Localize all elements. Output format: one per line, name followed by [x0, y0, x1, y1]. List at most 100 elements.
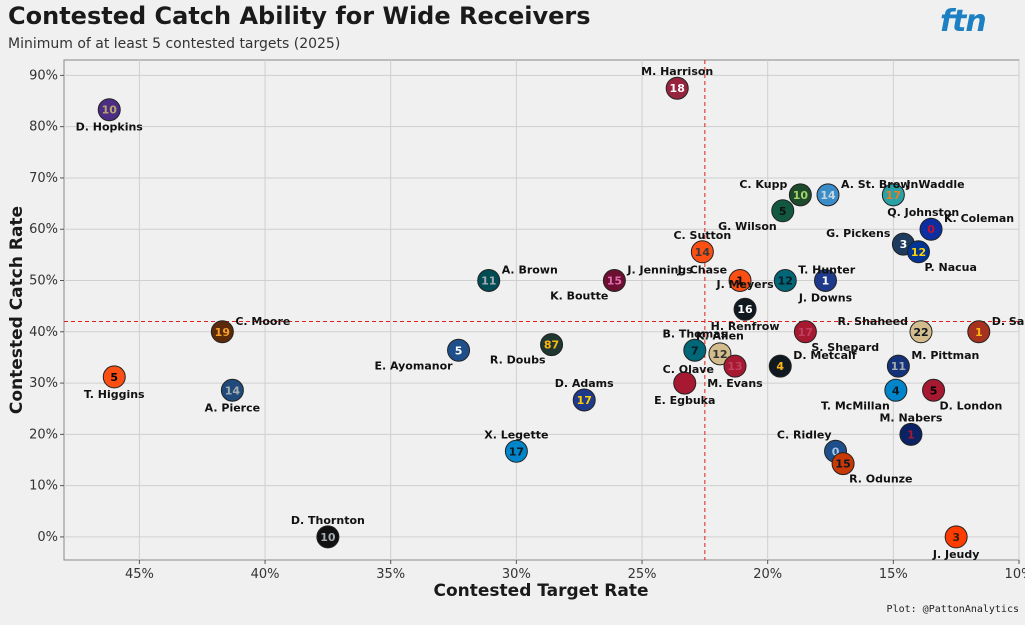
- data-point[interactable]: [540, 333, 564, 357]
- data-point[interactable]: [831, 452, 855, 476]
- data-point[interactable]: [665, 76, 689, 100]
- player-label: S. Shepard: [811, 341, 879, 354]
- player-label: M. Harrison: [641, 65, 713, 78]
- data-point[interactable]: [504, 439, 528, 463]
- player-label: M. Evans: [707, 377, 763, 390]
- data-point[interactable]: [708, 342, 732, 366]
- x-tick-label: 30%: [502, 567, 531, 582]
- player-label: E. Egbuka: [654, 394, 715, 407]
- jersey-number: 5: [930, 384, 938, 397]
- data-point[interactable]: [602, 269, 626, 293]
- data-point[interactable]: [793, 320, 817, 344]
- jersey-number: 11: [891, 360, 906, 373]
- player-label: R. Shaheed: [837, 315, 908, 328]
- data-point[interactable]: [97, 98, 121, 122]
- player-label: D. Hopkins: [76, 121, 144, 134]
- player-label: T. McMillan: [821, 399, 890, 412]
- jersey-number: 17: [886, 189, 901, 202]
- x-axis: 45% 40% 35% 30% 25% 20% 15% 10%: [125, 560, 1025, 582]
- data-point[interactable]: [723, 354, 747, 378]
- data-point[interactable]: [922, 378, 946, 402]
- player-label: K. Boutte: [550, 290, 608, 303]
- data-point[interactable]: [788, 183, 812, 207]
- jersey-number: 14: [695, 246, 711, 259]
- player-label: C. Olave: [663, 363, 714, 376]
- data-point[interactable]: [906, 240, 930, 264]
- jersey-number: 1: [975, 326, 983, 339]
- data-point[interactable]: [683, 338, 707, 362]
- data-point[interactable]: [220, 378, 244, 402]
- labels-layer: D. Hopkins M. Harrison C. Kupp A. St. Brown…: [76, 65, 1025, 561]
- jersey-number: 3: [952, 531, 960, 544]
- jersey-number: 17: [798, 326, 813, 339]
- x-tick-label: 10%: [1005, 567, 1025, 582]
- data-point[interactable]: [316, 525, 340, 549]
- data-point[interactable]: [210, 320, 234, 344]
- player-label: T. Hunter: [798, 264, 855, 277]
- jersey-number: 1: [736, 275, 744, 288]
- reference-lines: [64, 60, 1019, 560]
- data-point[interactable]: [733, 297, 757, 321]
- x-tick-label: 35%: [376, 567, 405, 582]
- jersey-number: 12: [778, 275, 793, 288]
- data-point[interactable]: [771, 199, 795, 223]
- data-point[interactable]: [909, 320, 933, 344]
- data-point[interactable]: [102, 365, 126, 389]
- y-tick-label: 90%: [29, 68, 58, 83]
- data-point[interactable]: [447, 338, 471, 362]
- player-label: C. Ridley: [777, 428, 832, 441]
- data-point[interactable]: [572, 388, 596, 412]
- player-label: C. Moore: [235, 315, 290, 328]
- data-point[interactable]: [728, 269, 752, 293]
- data-point[interactable]: [477, 269, 501, 293]
- jersey-number: 7: [691, 344, 699, 357]
- data-point[interactable]: [886, 354, 910, 378]
- player-label: J. Waddle: [905, 178, 964, 191]
- jersey-number: 0: [927, 223, 935, 236]
- jersey-number: 15: [607, 275, 622, 288]
- player-label: K. Allen: [696, 329, 744, 342]
- data-point[interactable]: [967, 320, 991, 344]
- data-point[interactable]: [944, 525, 968, 549]
- y-axis: 0% 10% 20% 30% 40% 50% 60% 70% 80% 90%: [29, 68, 64, 545]
- jersey-number: 15: [835, 458, 850, 471]
- data-point[interactable]: [816, 183, 840, 207]
- data-point[interactable]: [919, 217, 943, 241]
- data-point[interactable]: [813, 269, 837, 293]
- player-label: G. Wilson: [718, 220, 777, 233]
- data-point[interactable]: [881, 183, 905, 207]
- jersey-number: 0: [832, 445, 840, 458]
- x-tick-label: 40%: [251, 567, 280, 582]
- x-tick-label: 15%: [879, 567, 908, 582]
- plot-area: [63, 59, 1020, 561]
- data-point[interactable]: [884, 378, 908, 402]
- player-label: K. Coleman: [944, 212, 1014, 225]
- ftn-logo: ftn: [940, 4, 987, 39]
- credit-text: Plot: @PattonAnalytics: [886, 604, 1019, 615]
- jersey-number: 11: [481, 275, 496, 288]
- x-tick-label: 45%: [125, 567, 154, 582]
- player-label: D. London: [940, 399, 1003, 412]
- player-label: J. Jeudy: [932, 548, 980, 561]
- jersey-number: 2: [681, 377, 689, 390]
- jersey-number: 12: [712, 348, 727, 361]
- chart-subtitle: Minimum of at least 5 contested targets …: [8, 36, 341, 52]
- grid: [64, 60, 1020, 560]
- player-label: C. Kupp: [739, 178, 787, 191]
- y-tick-label: 40%: [29, 325, 58, 340]
- x-tick-label: 20%: [753, 567, 782, 582]
- chart-title: Contested Catch Ability for Wide Receive…: [8, 2, 591, 30]
- data-point[interactable]: [773, 269, 797, 293]
- jersey-number: 19: [215, 326, 230, 339]
- jersey-number: 5: [110, 371, 118, 384]
- data-point[interactable]: [899, 422, 923, 446]
- y-tick-label: 50%: [29, 274, 58, 289]
- jersey-number: 5: [779, 205, 787, 218]
- data-point[interactable]: [690, 240, 714, 264]
- jersey-number: 4: [776, 360, 784, 373]
- data-point[interactable]: [673, 371, 697, 395]
- player-label: B. Thomas: [662, 327, 727, 340]
- data-point[interactable]: [768, 354, 792, 378]
- jersey-number: 14: [820, 189, 836, 202]
